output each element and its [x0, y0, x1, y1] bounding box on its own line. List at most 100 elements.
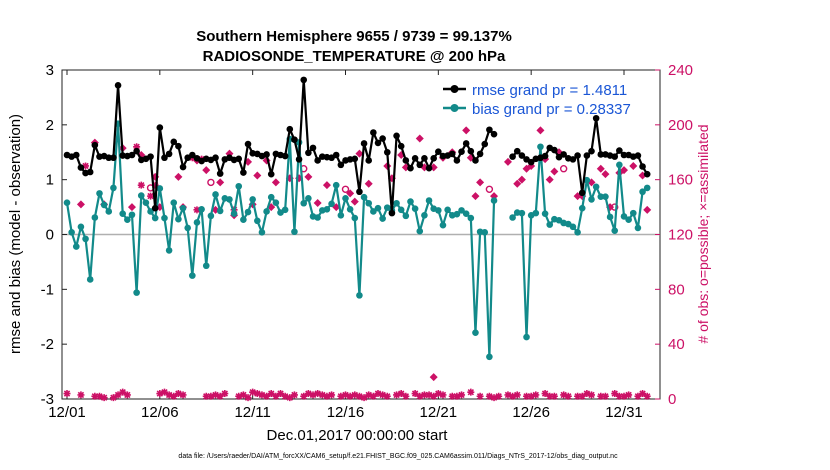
obs-assimilated-marker [207, 392, 215, 400]
rmse-data-point [472, 157, 479, 164]
x-tick-label: 12/06 [141, 404, 179, 421]
rmse-data-point [267, 170, 275, 178]
bias-data-point [68, 229, 75, 236]
bias-data-point [314, 214, 321, 221]
bias-data-point [379, 215, 386, 222]
bias-data-point [198, 205, 205, 213]
obs-assimilated-marker [601, 392, 609, 400]
obs-assimilated-marker [643, 392, 651, 400]
obs-assimilated-marker [560, 391, 568, 399]
bias-data-point [337, 212, 345, 219]
rmse-data-point [611, 153, 619, 160]
bias-data-point [179, 204, 187, 212]
rmse-data-point [513, 147, 521, 155]
bias-data-point [616, 161, 623, 169]
rmse-data-point [430, 154, 437, 162]
bias-data-point [541, 210, 549, 217]
bias-data-point [356, 292, 363, 299]
obs-assimilated-marker [453, 392, 461, 400]
bias-data-point [411, 205, 419, 213]
x-tick-label: 12/01 [48, 404, 86, 421]
bias-data-point [86, 276, 94, 283]
bias-data-point [91, 214, 99, 221]
rmse-data-point [110, 154, 117, 162]
obs-assimilated-marker [309, 391, 317, 399]
rmse-data-point [216, 170, 224, 177]
obs-assimilated-marker [193, 206, 201, 214]
bias-data-point [119, 210, 126, 217]
bias-data-point [147, 208, 154, 215]
obs-assimilated-marker [91, 392, 99, 400]
bias-data-point [142, 199, 150, 206]
obs-assimilated-marker [212, 391, 220, 399]
rmse-data-point [91, 141, 99, 149]
bias-data-point [458, 207, 465, 214]
bias-data-point [374, 204, 382, 212]
rmse-data-point [370, 129, 377, 136]
bias-data-point [472, 329, 479, 336]
rmse-data-point [388, 209, 396, 217]
bias-data-point [151, 214, 159, 222]
obs-assimilated-marker [546, 392, 554, 400]
obs-assimilated-marker [290, 391, 298, 399]
rmse-data-point [574, 152, 581, 159]
bias-data-point [523, 333, 530, 341]
bias-data-point [235, 182, 243, 190]
rmse-data-point [620, 151, 628, 159]
bias-data-point [620, 213, 628, 220]
obs-assimilated-marker [119, 388, 127, 396]
rmse-data-point [476, 150, 484, 158]
bias-data-point [592, 183, 600, 191]
bias-data-point [281, 206, 289, 214]
bias-data-point [133, 289, 140, 296]
obs-assimilated-marker [588, 391, 596, 399]
rmse-data-point [179, 163, 187, 171]
obs-count-diamond [364, 179, 373, 188]
rmse-data-point [407, 164, 414, 172]
obs-assimilated-marker [77, 391, 85, 399]
obs-assimilated-marker [267, 390, 275, 398]
obs-count-diamond [355, 149, 364, 158]
x-tick-label: 12/11 [234, 404, 270, 421]
bias-data-point [444, 206, 451, 214]
rmse-data-point [212, 154, 219, 162]
y-tick-label: 0 [46, 227, 54, 244]
obs-assimilated-marker [434, 390, 442, 398]
obs-assimilated-marker [346, 392, 354, 400]
y-tick-label: -3 [41, 391, 54, 408]
bias-data-point [244, 208, 252, 216]
rmse-data-point [411, 154, 419, 162]
bias-data-point [629, 209, 637, 217]
y-tick-label: 3 [46, 62, 54, 79]
rmse-data-point [351, 155, 359, 163]
obs-possible-marker [485, 185, 494, 193]
obs-assimilated-marker [100, 394, 108, 402]
bias-data-point [300, 199, 308, 207]
rmse-data-point [235, 155, 243, 163]
rmse-data-point [425, 164, 433, 172]
rmse-data-point [490, 130, 498, 138]
obs-count-diamond [596, 164, 605, 173]
rmse-data-point [305, 149, 312, 157]
bias-data-point [569, 223, 577, 231]
obs-assimilated-marker [202, 392, 210, 400]
obs-assimilated-marker [369, 392, 377, 400]
obs-possible-marker [611, 203, 619, 211]
bias-data-point [137, 192, 145, 199]
obs-assimilated-marker [439, 391, 447, 399]
bias-data-point [421, 212, 428, 219]
data-marks [63, 76, 652, 402]
y-tick-label: -2 [41, 336, 54, 353]
bias-data-point [212, 191, 219, 198]
obs-assimilated-marker [109, 394, 117, 402]
obs-assimilated-marker [272, 392, 280, 400]
bias-data-point [240, 216, 247, 223]
y-right-tick-label: 160 [668, 172, 693, 189]
bias-data-point [490, 197, 498, 204]
obs-assimilated-marker [174, 390, 182, 398]
obs-assimilated-marker [379, 391, 387, 399]
chart-title-line2: RADIOSONDE_TEMPERATURE @ 200 hPa [203, 48, 506, 65]
bias-data-point [216, 207, 224, 215]
y-axis-right-label: # of obs: o=possible; ×=assimilated [695, 124, 711, 343]
rmse-data-point [86, 168, 94, 176]
